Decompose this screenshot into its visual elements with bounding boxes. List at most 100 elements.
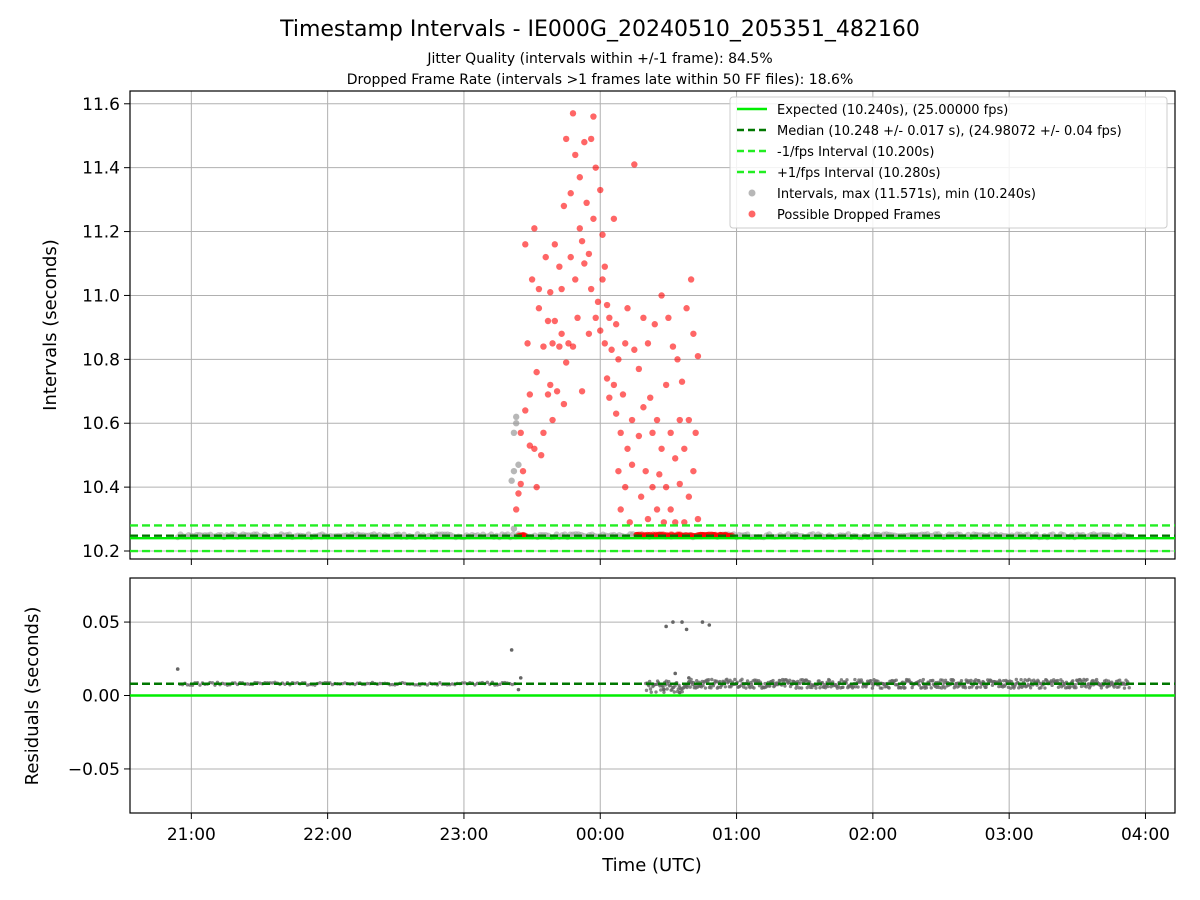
- dropped-frame-point: [528, 276, 536, 283]
- residual-point: [733, 677, 737, 682]
- residual-point: [518, 676, 523, 680]
- dropped-frame-point: [599, 276, 606, 283]
- dropped-frame-point: [567, 190, 574, 197]
- residual-point: [706, 678, 711, 682]
- dropped-frame-point: [694, 515, 702, 523]
- legend-lower-label: -1/fps Interval (10.200s): [777, 145, 934, 160]
- intervals-y-tick-label: 10.6: [82, 414, 120, 434]
- intervals-y-tick-label: 11.2: [82, 223, 120, 243]
- dropped-frame-point: [572, 151, 579, 159]
- dropped-frame-point: [578, 388, 586, 395]
- dropped-frame-point: [599, 231, 606, 238]
- dropped-frame-point: [544, 317, 552, 325]
- residual-point: [701, 683, 705, 688]
- interval-point: [510, 525, 518, 532]
- residual-point: [647, 679, 652, 684]
- dropped-frame-point: [624, 445, 631, 452]
- residual-point: [990, 683, 995, 687]
- residual-point: [1019, 678, 1023, 682]
- dropped-frame-point: [612, 410, 620, 417]
- legend-upper-label: +1/fps Interval (10.280s): [777, 166, 941, 181]
- dropped-frame-point: [610, 381, 618, 389]
- dropped-frame-point: [517, 429, 524, 437]
- interval-point: [510, 429, 518, 437]
- dropped-frame-point: [549, 340, 556, 347]
- dropped-frame-point: [556, 343, 563, 350]
- residual-point: [817, 679, 821, 683]
- residual-point: [672, 690, 677, 694]
- dropped-frame-point: [676, 416, 683, 424]
- residual-point: [390, 682, 395, 687]
- dropped-frame-point: [615, 356, 622, 363]
- x-tick-label: 21:00: [167, 825, 216, 845]
- residual-point: [1127, 686, 1131, 690]
- residual-point: [1055, 678, 1060, 683]
- dropped-frame-point: [601, 263, 608, 270]
- residual-point: [910, 685, 914, 690]
- residual-point: [1085, 677, 1089, 682]
- dropped-frame-point: [590, 113, 597, 120]
- residual-point: [749, 682, 754, 687]
- chart-subtitle-2: Dropped Frame Rate (intervals >1 frames …: [347, 72, 854, 88]
- dropped-frame-point: [572, 276, 579, 283]
- dropped-frame-point: [587, 285, 595, 293]
- dropped-frame-point: [553, 388, 561, 395]
- residual-point: [1074, 685, 1078, 690]
- dropped-frame-point: [687, 276, 695, 283]
- dropped-frame-point: [690, 467, 697, 475]
- dropped-frame-point: [544, 391, 552, 398]
- residual-point: [740, 677, 744, 682]
- dropped-frame-point: [547, 289, 554, 296]
- dropped-frame-point: [674, 356, 681, 363]
- residual-point: [814, 686, 818, 690]
- residual-point: [365, 681, 370, 686]
- dropped-frame-point: [537, 451, 545, 459]
- dropped-frame-point: [644, 340, 652, 347]
- residual-point: [768, 684, 772, 688]
- residual-point: [870, 686, 875, 690]
- residual-point: [1071, 679, 1075, 683]
- chart-title: Timestamp Intervals - IE000G_20240510_20…: [279, 17, 920, 42]
- interval-point: [512, 420, 520, 427]
- dropped-frame-point: [619, 391, 627, 398]
- dropped-frame-point: [694, 352, 702, 360]
- residual-point: [903, 686, 907, 690]
- intervals-y-tick-label: 11.6: [82, 95, 120, 115]
- dropped-frame-point: [581, 260, 588, 267]
- residual-point: [175, 667, 180, 671]
- residuals-y-label: Residuals (seconds): [22, 607, 43, 786]
- dropped-frame-point: [558, 285, 565, 293]
- residual-point: [688, 685, 692, 689]
- dropped-frame-point: [535, 305, 543, 312]
- dropped-frame-point: [597, 327, 604, 334]
- intervals-frame: [129, 90, 1176, 560]
- residual-point: [924, 686, 929, 690]
- dropped-frame-point: [576, 225, 584, 232]
- dropped-frame-point: [644, 515, 652, 523]
- residuals-y-tick-label: 0.05: [82, 613, 120, 633]
- residuals-panel: −0.05 0.00 0.05 21:00 22:00 23:00 00:00 01:00 0…: [22, 577, 1176, 876]
- residual-point: [1117, 678, 1122, 682]
- legend: Expected (10.240s), (25.00000 fps) Media…: [729, 96, 1168, 229]
- dropped-frame-point: [612, 321, 620, 328]
- residual-point: [1079, 684, 1084, 689]
- dropped-frame-point: [551, 241, 559, 248]
- residual-point: [283, 682, 287, 686]
- legend-box: [729, 96, 1168, 229]
- residual-point: [839, 678, 844, 682]
- dropped-frame-point: [515, 490, 522, 497]
- intervals-y-tick-label: 10.4: [82, 478, 120, 498]
- dropped-frame-point: [574, 314, 581, 322]
- dropped-frame-point: [587, 135, 595, 143]
- dropped-frame-point: [542, 253, 549, 261]
- dropped-frame-point: [653, 506, 661, 513]
- residuals-y-tick-label: 0.00: [82, 687, 120, 707]
- intervals-reference-lines: [130, 524, 1175, 553]
- residual-point: [707, 623, 712, 627]
- residual-point: [969, 678, 973, 683]
- residual-point: [1028, 686, 1033, 690]
- dropped-frame-point: [647, 394, 654, 401]
- residual-point: [728, 678, 732, 683]
- dropped-frame-point: [585, 250, 593, 258]
